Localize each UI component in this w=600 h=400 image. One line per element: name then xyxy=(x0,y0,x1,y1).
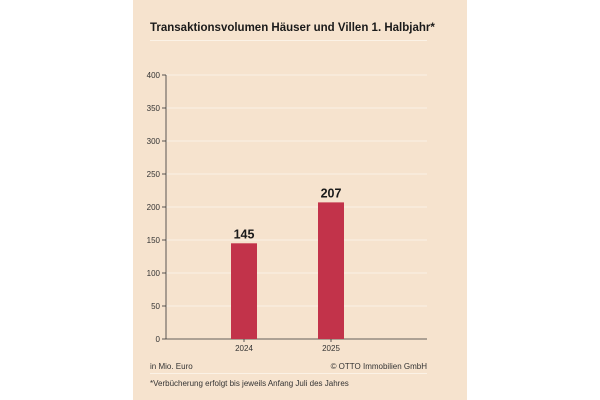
value-label-2024: 145 xyxy=(234,227,255,241)
chart-title: Transaktionsvolumen Häuser und Villen 1.… xyxy=(150,22,435,34)
footer-divider xyxy=(150,373,427,374)
x-tick-label: 2024 xyxy=(235,344,253,353)
bar-2025 xyxy=(318,202,344,339)
y-tick-label: 200 xyxy=(147,203,161,212)
y-tick-label: 250 xyxy=(147,170,161,179)
title-divider xyxy=(150,40,427,41)
y-tick-label: 50 xyxy=(151,302,160,311)
y-tick-label: 150 xyxy=(147,236,161,245)
bars: 145 207 xyxy=(231,186,344,339)
gridlines xyxy=(166,74,427,307)
y-tick-label: 400 xyxy=(147,71,161,80)
y-tick-label: 300 xyxy=(147,137,161,146)
y-tick-label: 100 xyxy=(147,269,161,278)
axes: 0 50 100 150 200 250 300 350 400 2024 2025 xyxy=(147,71,427,353)
bar-2024 xyxy=(231,243,257,339)
source-credit: © OTTO Immobilien GmbH xyxy=(330,362,427,371)
footnote: *Verbücherung erfolgt bis jeweils Anfang… xyxy=(150,379,349,388)
value-label-2025: 207 xyxy=(321,186,342,200)
unit-note: in Mio. Euro xyxy=(150,362,193,371)
chart-panel xyxy=(133,0,467,400)
y-tick-label: 350 xyxy=(147,104,161,113)
y-tick-label: 0 xyxy=(156,335,161,344)
x-tick-label: 2025 xyxy=(322,344,340,353)
